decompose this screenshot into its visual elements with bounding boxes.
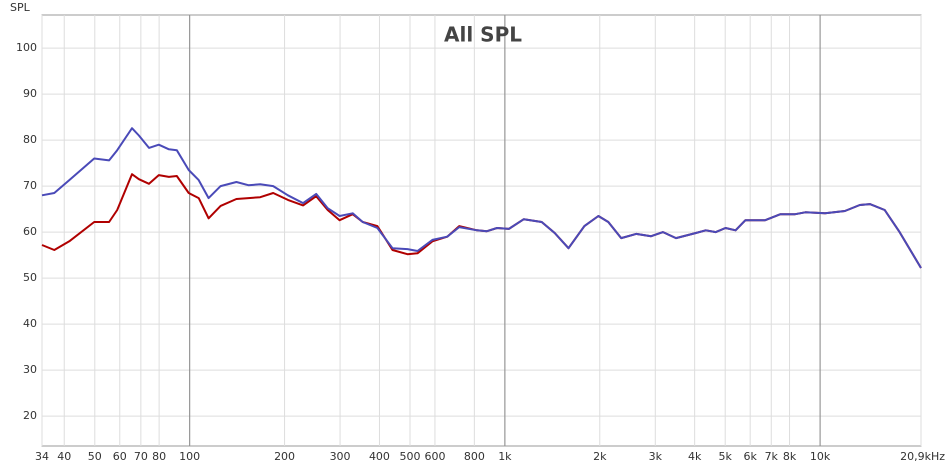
y-tick-label: 100 <box>16 41 37 54</box>
x-tick-label: 10k <box>810 450 831 463</box>
x-tick-label: 200 <box>274 450 295 463</box>
y-tick-label: 70 <box>23 179 37 192</box>
x-tick-label: 34 <box>35 450 49 463</box>
x-tick-label: 7k <box>765 450 779 463</box>
y-tick-label: 40 <box>23 317 37 330</box>
y-tick-label: 80 <box>23 133 37 146</box>
x-tick-label: 800 <box>464 450 485 463</box>
y-axis-label: SPL <box>10 1 31 14</box>
x-tick-label: 60 <box>113 450 127 463</box>
x-tick-label: 4k <box>688 450 702 463</box>
x-tick-label: 100 <box>179 450 200 463</box>
y-tick-label: 20 <box>23 409 37 422</box>
x-tick-label: 70 <box>134 450 148 463</box>
x-tick-label: 50 <box>88 450 102 463</box>
series-line <box>41 127 922 269</box>
y-tick-label: 90 <box>23 87 37 100</box>
y-tick-label: 60 <box>23 225 37 238</box>
x-tick-label: 80 <box>152 450 166 463</box>
y-tick-label: 50 <box>23 271 37 284</box>
x-tick-label: 300 <box>330 450 351 463</box>
x-tick-label: 2k <box>593 450 607 463</box>
x-tick-label: 8k <box>783 450 797 463</box>
x-tick-label: 500 <box>399 450 420 463</box>
y-tick-label: 30 <box>23 363 37 376</box>
x-tick-label: 20,9kHz <box>900 450 945 463</box>
x-tick-label: 5k <box>719 450 733 463</box>
chart-title: All SPL <box>444 23 522 47</box>
x-tick-label: 400 <box>369 450 390 463</box>
x-tick-label: 600 <box>424 450 445 463</box>
x-tick-label: 6k <box>743 450 757 463</box>
x-tick-label: 3k <box>649 450 663 463</box>
x-tick-label: 1k <box>498 450 512 463</box>
x-tick-label: 40 <box>57 450 71 463</box>
